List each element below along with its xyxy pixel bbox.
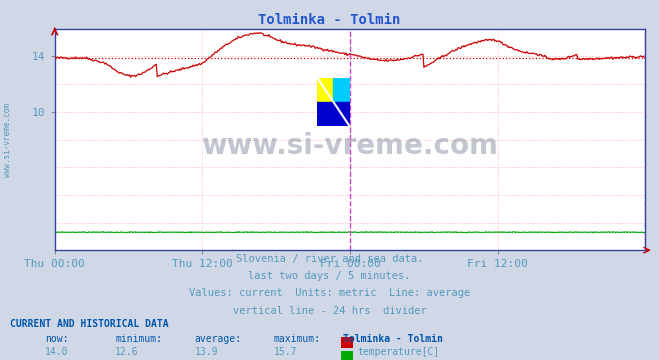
Text: 15.7: 15.7 bbox=[273, 347, 297, 357]
Text: minimum:: minimum: bbox=[115, 334, 162, 344]
Text: temperature[C]: temperature[C] bbox=[357, 347, 440, 357]
Text: Tolminka - Tolmin: Tolminka - Tolmin bbox=[258, 13, 401, 27]
Text: last two days / 5 minutes.: last two days / 5 minutes. bbox=[248, 271, 411, 281]
Text: vertical line - 24 hrs  divider: vertical line - 24 hrs divider bbox=[233, 306, 426, 316]
Text: www.si-vreme.com: www.si-vreme.com bbox=[3, 103, 13, 177]
Text: 13.9: 13.9 bbox=[194, 347, 218, 357]
Text: 12.6: 12.6 bbox=[115, 347, 139, 357]
Bar bbox=[317, 102, 349, 126]
Text: www.si-vreme.com: www.si-vreme.com bbox=[201, 132, 498, 160]
Bar bbox=[317, 77, 333, 102]
Bar bbox=[333, 77, 349, 102]
Text: average:: average: bbox=[194, 334, 241, 344]
Text: 14.0: 14.0 bbox=[45, 347, 69, 357]
Text: CURRENT AND HISTORICAL DATA: CURRENT AND HISTORICAL DATA bbox=[10, 319, 169, 329]
Text: now:: now: bbox=[45, 334, 69, 344]
Text: Values: current  Units: metric  Line: average: Values: current Units: metric Line: aver… bbox=[189, 288, 470, 298]
Text: Slovenia / river and sea data.: Slovenia / river and sea data. bbox=[236, 254, 423, 264]
Text: maximum:: maximum: bbox=[273, 334, 320, 344]
Text: Tolminka - Tolmin: Tolminka - Tolmin bbox=[343, 334, 443, 344]
